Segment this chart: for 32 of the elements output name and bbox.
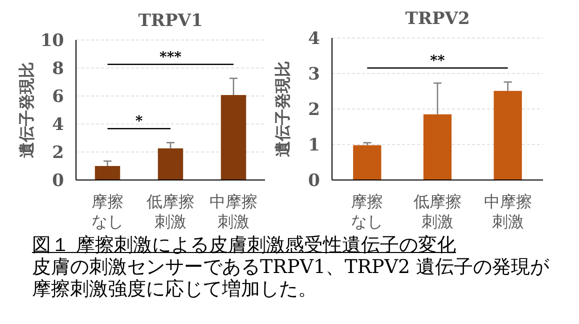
y-tick-label: 2 [308,100,320,120]
chart-title: TRPV1 [138,11,203,31]
annotation: *** [160,49,182,66]
text: 図１ 摩擦刺激による皮膚刺激感受性遺伝子の変化 [32,234,458,256]
bar [353,145,382,180]
x-tick-label: 摩擦なし [351,192,384,231]
x-tick-label: 低摩擦刺激 [146,192,194,231]
bar [158,148,184,180]
bar [423,114,452,180]
bar [494,90,522,180]
bar [220,95,246,180]
y-axis-title: 遺伝子発現比 [17,62,36,158]
x-tick-label: 低摩擦刺激 [414,192,462,231]
y-tick-label: 4 [308,29,320,49]
y-tick-label: 10 [40,31,64,51]
y-tick-label: 0 [52,171,64,191]
x-tick-label: 中摩擦刺激 [484,192,532,231]
y-tick-label: 0 [308,171,320,191]
chart-title: TRPV2 [405,9,470,29]
x-tick-label: 中摩擦刺激 [210,192,258,231]
y-tick-label: 1 [308,136,320,156]
y-tick-label: 4 [52,115,64,135]
y-tick-label: 6 [52,87,64,107]
annotation: ** [430,53,446,70]
y-tick-label: 8 [52,59,64,79]
x-tick-label: 摩擦なし [92,192,124,231]
y-tick-label: 2 [52,143,64,163]
y-tick-label: 3 [308,64,320,84]
bar [94,166,120,180]
text: 皮膚の刺激センサーであるTRPV1、TRPV2 遺伝子の発現が摩擦刺激強度に応じて増加した。 [32,256,550,300]
annotation: * [135,114,144,130]
y-axis-title: 遺伝子発現比 [273,61,292,157]
